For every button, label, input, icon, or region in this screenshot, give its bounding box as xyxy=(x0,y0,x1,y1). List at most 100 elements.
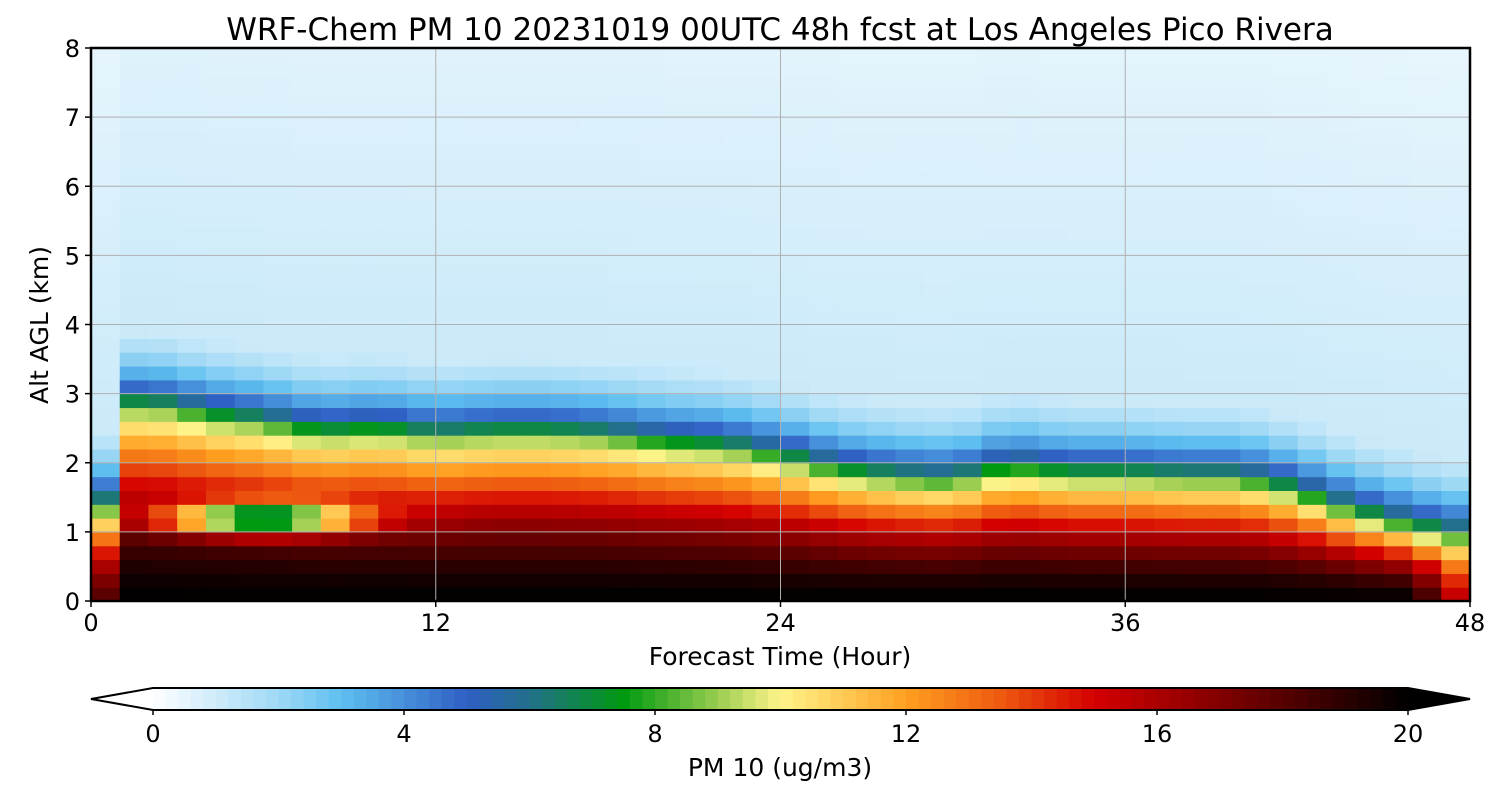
colorbar-segment xyxy=(391,688,405,710)
heatmap-cell xyxy=(292,324,322,339)
heatmap-cell xyxy=(1211,200,1241,215)
heatmap-cell xyxy=(665,158,695,174)
heatmap-cell xyxy=(1297,103,1327,118)
heatmap-cell xyxy=(837,75,868,91)
heatmap-cell xyxy=(234,172,264,187)
heatmap-cell xyxy=(205,324,236,339)
heatmap-cell xyxy=(119,310,150,326)
colorbar-segment xyxy=(1056,688,1070,710)
heatmap-cell xyxy=(521,213,552,229)
heatmap-cell xyxy=(1153,227,1184,243)
heatmap-cell xyxy=(981,421,1011,436)
heatmap-cell xyxy=(177,365,207,381)
heatmap-cell xyxy=(608,75,638,91)
heatmap-cell xyxy=(493,587,523,602)
heatmap-cell xyxy=(119,518,150,533)
heatmap-cell xyxy=(1067,352,1098,367)
heatmap-cell xyxy=(1067,89,1098,104)
heatmap-cell xyxy=(119,227,150,243)
heatmap-cell xyxy=(809,158,839,174)
heatmap-cell xyxy=(234,435,264,450)
heatmap-cell xyxy=(1067,490,1098,505)
heatmap-cell xyxy=(1067,255,1098,270)
heatmap-cell xyxy=(837,435,868,450)
heatmap-cell xyxy=(1211,61,1241,77)
heatmap-cell xyxy=(1383,48,1414,63)
heatmap-cell xyxy=(665,393,695,409)
heatmap-cell xyxy=(895,435,925,450)
heatmap-cell xyxy=(608,310,638,326)
heatmap-cell xyxy=(349,407,379,422)
heatmap-cell xyxy=(148,144,178,160)
heatmap-cell xyxy=(1096,490,1126,505)
heatmap-cell xyxy=(1182,200,1213,215)
heatmap-cell xyxy=(723,213,753,229)
heatmap-cell xyxy=(866,296,897,312)
heatmap-cell xyxy=(1010,393,1040,409)
heatmap-cell xyxy=(177,324,207,339)
heatmap-cell xyxy=(1326,48,1356,63)
heatmap-cell xyxy=(1067,407,1098,422)
heatmap-cell xyxy=(1297,61,1327,77)
heatmap-cell xyxy=(349,379,379,395)
colorbar-segment xyxy=(404,688,418,710)
heatmap-cell xyxy=(579,324,609,339)
heatmap-cell xyxy=(636,186,667,201)
heatmap-cell xyxy=(1441,490,1471,505)
heatmap-cell xyxy=(234,310,264,326)
colorbar-segment xyxy=(830,688,844,710)
heatmap-cell xyxy=(608,559,638,574)
heatmap-cell xyxy=(895,200,925,215)
colorbar-segment xyxy=(1232,688,1246,710)
heatmap-cell xyxy=(636,283,667,298)
x-axis-title: Forecast Time (Hour) xyxy=(649,642,912,671)
heatmap-cell xyxy=(493,352,523,367)
heatmap-cell xyxy=(723,130,753,146)
colorbar-segment xyxy=(843,688,857,710)
heatmap-cell xyxy=(952,324,983,339)
heatmap-cell xyxy=(1153,559,1184,574)
heatmap-cell xyxy=(263,89,293,104)
heatmap-cell xyxy=(1182,130,1213,146)
x-axis: 0 12 24 36 48 xyxy=(83,601,1485,637)
heatmap-cell xyxy=(550,283,580,298)
heatmap-cell xyxy=(866,462,897,478)
heatmap-cell xyxy=(521,421,552,436)
heatmap-cell xyxy=(1096,75,1126,91)
heatmap-cell xyxy=(550,476,580,491)
heatmap-cell xyxy=(263,365,293,381)
heatmap-cell xyxy=(148,518,178,533)
heatmap-cell xyxy=(1326,186,1356,201)
heatmap-cell xyxy=(981,462,1011,478)
heatmap-cell xyxy=(694,587,724,602)
heatmap-cell xyxy=(91,310,121,326)
heatmap-cell xyxy=(378,587,408,602)
colorbar-segment xyxy=(1332,688,1346,710)
heatmap-cell xyxy=(981,283,1011,298)
heatmap-cell xyxy=(378,213,408,229)
heatmap-cell xyxy=(723,407,753,422)
heatmap-cell xyxy=(751,462,782,478)
colorbar-segment xyxy=(1207,688,1221,710)
heatmap-cell xyxy=(1383,89,1414,104)
colorbar-segment xyxy=(981,688,995,710)
heatmap-cell xyxy=(292,545,322,561)
heatmap-cell xyxy=(91,365,121,381)
heatmap-cell xyxy=(148,89,178,104)
heatmap-cell xyxy=(895,130,925,146)
heatmap-cell xyxy=(320,283,351,298)
heatmap-cell xyxy=(407,504,437,519)
heatmap-cell xyxy=(780,324,810,339)
heatmap-cell xyxy=(234,48,264,63)
heatmap-cell xyxy=(1211,365,1241,381)
heatmap-cell xyxy=(1125,559,1155,574)
heatmap-cell xyxy=(1355,504,1385,519)
heatmap-cell xyxy=(952,504,983,519)
heatmap-cell xyxy=(780,421,810,436)
heatmap-cell xyxy=(1182,75,1213,91)
heatmap-cell xyxy=(177,518,207,533)
heatmap-cell xyxy=(464,448,494,464)
heatmap-cell xyxy=(1412,172,1442,187)
heatmap-cell xyxy=(636,365,667,381)
colorbar-segment xyxy=(1131,688,1145,710)
